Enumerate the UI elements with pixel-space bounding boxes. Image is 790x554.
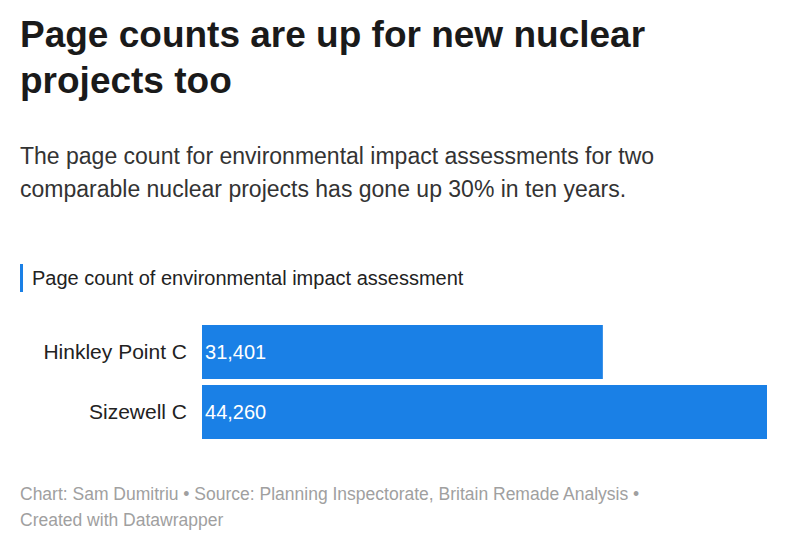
svg-text:Sizewell C: Sizewell C [89, 400, 187, 423]
html-text:The page count for environment: The page count for environmental impact … [20, 143, 655, 202]
html-text:Page counts are up for new nuc: Page counts are up for new nuclear proje… [20, 14, 645, 101]
html-text:Page count of environmental im: Page count of environmental impact asses… [32, 267, 464, 289]
html-text:Chart: Sam Dumitriu • Source:: Chart: Sam Dumitriu • Source: Planning I… [20, 484, 640, 530]
svg-text:Hinkley Point C: Hinkley Point C [43, 340, 187, 363]
svg-text:44,260: 44,260 [205, 401, 266, 423]
svg-text:31,401: 31,401 [205, 341, 266, 363]
